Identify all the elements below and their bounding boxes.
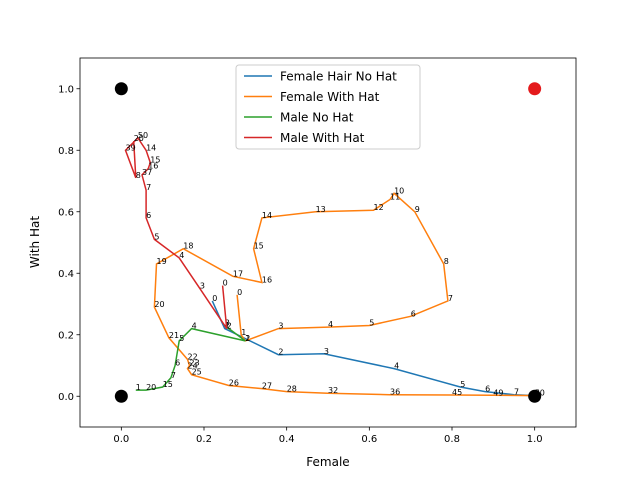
legend: Female Hair No Hat Female With Hat Male No… [235, 64, 421, 150]
point-label: 5 [369, 319, 374, 328]
point-label: 4 [179, 251, 184, 260]
series-line-2 [135, 324, 246, 391]
point-label: 50 [138, 131, 148, 140]
point-label: 5 [154, 232, 159, 241]
point-label: 15 [150, 156, 160, 165]
point-label: 16 [262, 276, 272, 285]
point-label: 3 [200, 282, 205, 291]
point-label: 6 [411, 309, 416, 318]
anchor-marker [528, 389, 542, 403]
point-label: 2 [278, 348, 283, 357]
legend-entry: Male No Hat [280, 111, 354, 125]
point-label: 7 [171, 371, 176, 380]
y-axis: 0.0 0.2 0.4 0.6 0.8 1.0 [58, 84, 80, 403]
x-tick-label: 0.6 [361, 434, 377, 445]
point-label: 36 [390, 388, 400, 397]
legend-entry: Female With Hat [280, 90, 380, 104]
series-line-3 [124, 136, 228, 330]
series-line-0 [211, 300, 535, 397]
point-label: 4 [394, 362, 399, 371]
point-label: 8 [136, 171, 141, 180]
point-label: 49 [493, 388, 503, 397]
point-label: 7 [146, 183, 151, 192]
point-label: 0 [237, 288, 242, 297]
plot-frame [79, 57, 577, 428]
point-label: 6 [175, 359, 180, 368]
point-label: 3 [225, 319, 230, 328]
series-line-1 [153, 192, 535, 397]
point-label: 16 [148, 162, 158, 171]
point-label: 1 [245, 334, 250, 343]
anchor-marker [114, 389, 128, 403]
point-label: 0 [212, 294, 217, 303]
point-label: 0 [223, 279, 228, 288]
y-tick-label: 0.4 [58, 269, 74, 280]
point-label: 12 [374, 203, 384, 212]
point-label: 37 [142, 168, 152, 177]
point-label: 7 [514, 388, 519, 397]
y-tick-label: 0.8 [58, 146, 74, 157]
point-label: 1 [225, 322, 230, 331]
point-label: 15 [163, 380, 173, 389]
point-label: 4 [192, 322, 197, 331]
y-tick-label: 0.0 [58, 392, 74, 403]
point-label: 15 [254, 242, 264, 251]
point-label: 2 [245, 334, 250, 343]
x-tick-label: 0.4 [279, 434, 295, 445]
point-label: 27 [262, 382, 272, 391]
y-tick-label: 0.2 [58, 330, 74, 341]
point-label: 45 [452, 388, 462, 397]
point-label: 4 [328, 320, 333, 329]
x-tick-label: 0.2 [196, 434, 212, 445]
point-label: 3 [278, 322, 283, 331]
point-label: 1 [241, 328, 246, 337]
point-label: 5 [179, 334, 184, 343]
chart-marks: 0123456780123456789101112131415161718192… [114, 82, 545, 403]
point-label: 32 [328, 386, 338, 395]
point-label: 26 [229, 379, 239, 388]
point-label: 14 [146, 143, 156, 152]
y-axis-label: With Hat [28, 216, 42, 268]
point-label: 5 [460, 380, 465, 389]
point-label: 22 [188, 352, 198, 361]
x-tick-label: 0.8 [444, 434, 460, 445]
x-tick-label: 0.0 [113, 434, 129, 445]
legend-box [235, 64, 421, 150]
point-label: 24 [188, 362, 198, 371]
point-label: 20 [134, 134, 144, 143]
point-label: 10 [394, 186, 404, 195]
point-label: 1 [136, 383, 141, 392]
point-label: 21 [169, 331, 179, 340]
y-tick-label: 0.6 [58, 207, 74, 218]
legend-entry: Male With Hat [280, 131, 365, 145]
point-label: 6 [485, 385, 490, 394]
point-label: 13 [316, 205, 326, 214]
legend-entry: Female Hair No Hat [280, 70, 397, 84]
point-label: 23 [190, 359, 200, 368]
point-label: 18 [183, 242, 193, 251]
point-label: 20 [146, 383, 156, 392]
point-label: 3 [324, 347, 329, 356]
point-label: 28 [287, 385, 297, 394]
point-label: 11 [390, 193, 400, 202]
x-axis-label: Female [306, 455, 349, 469]
point-label: 6 [146, 211, 151, 220]
anchor-marker [528, 82, 542, 96]
point-label: 39 [126, 143, 136, 152]
point-label: 14 [262, 211, 272, 220]
point-label: 17 [233, 269, 243, 278]
point-label: 25 [192, 368, 202, 377]
point-label: 9 [415, 205, 420, 214]
point-label: 8 [444, 257, 449, 266]
point-label: 7 [448, 294, 453, 303]
anchor-marker [114, 82, 128, 96]
point-label: 19 [157, 257, 167, 266]
x-axis: 0.0 0.2 0.4 0.6 0.8 1.0 [113, 427, 543, 445]
x-tick-label: 1.0 [527, 434, 543, 445]
point-label: 20 [154, 300, 164, 309]
y-tick-label: 1.0 [58, 84, 74, 95]
point-label: 2 [227, 322, 232, 331]
